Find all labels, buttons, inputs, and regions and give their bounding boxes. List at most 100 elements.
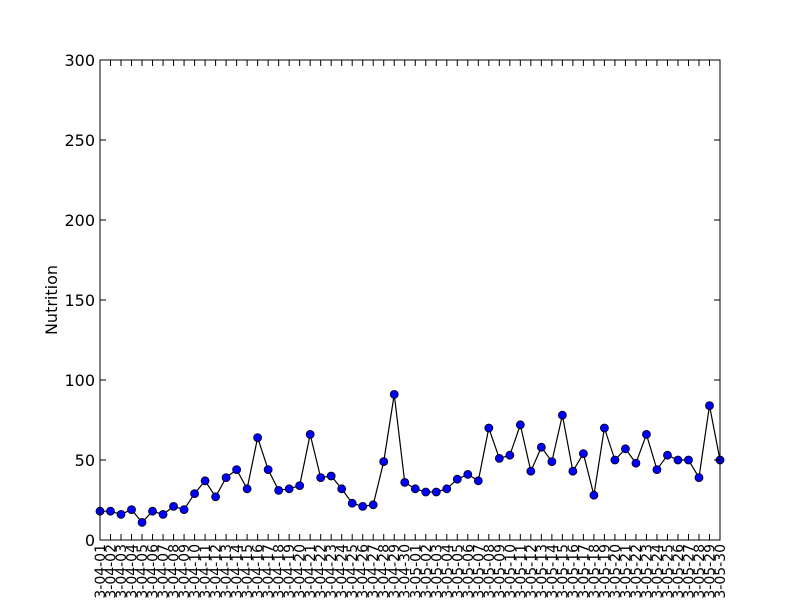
x-tick-label: 3-05-16 [566, 544, 582, 599]
x-tick-label: 3-04-26 [356, 544, 372, 599]
x-tick-label: 3-05-01 [408, 544, 424, 599]
data-point [242, 484, 252, 494]
y-axis-label: Nutrition [42, 265, 61, 335]
data-point [358, 501, 368, 511]
x-tick-label: 3-04-11 [198, 544, 214, 599]
data-point [631, 458, 641, 468]
data-point [379, 457, 389, 467]
x-tick-label: 3-05-24 [650, 544, 666, 599]
chart-marks [95, 389, 725, 527]
x-tick-label: 3-05-17 [576, 544, 592, 599]
data-point [589, 490, 599, 500]
x-tick-label: 3-05-20 [608, 544, 624, 599]
data-point [610, 455, 620, 465]
x-tick-label: 3-05-08 [482, 544, 498, 599]
x-tick-label: 3-05-22 [629, 544, 645, 599]
data-point [484, 423, 494, 433]
x-tick-label: 3-04-24 [335, 544, 351, 599]
x-tick-label: 3-05-04 [440, 544, 456, 599]
x-tick-label: 3-05-02 [419, 544, 435, 599]
x-tick-label: 3-04-02 [104, 544, 120, 599]
x-tick-label: 3-04-10 [188, 544, 204, 599]
x-tick-label: 3-04-22 [314, 544, 330, 599]
x-tick-label: 3-05-05 [450, 544, 466, 599]
data-point [179, 505, 189, 515]
x-tick-label: 3-05-10 [503, 544, 519, 599]
data-point [568, 466, 578, 476]
x-tick-label: 3-04-13 [219, 544, 235, 599]
data-point [557, 410, 567, 420]
x-tick-label: 3-05-03 [429, 544, 445, 599]
data-point [190, 489, 199, 499]
data-point [200, 476, 210, 486]
x-tick-label: 3-04-09 [177, 544, 193, 599]
data-point [347, 498, 357, 508]
x-tick-label: 3-04-05 [135, 544, 151, 599]
x-tick-label: 3-05-13 [534, 544, 550, 599]
data-point [515, 420, 525, 430]
x-tick-label: 3-05-14 [545, 544, 561, 599]
x-tick-label: 3-04-18 [272, 544, 288, 599]
x-tick-label: 3-04-01 [93, 544, 109, 599]
data-point [684, 455, 693, 465]
data-point [389, 389, 399, 399]
data-point [705, 401, 714, 411]
data-point [642, 429, 651, 439]
x-tick-label: 3-04-08 [167, 544, 183, 599]
data-point [127, 505, 136, 515]
data-point [663, 450, 672, 460]
x-tick-label: 3-05-30 [713, 544, 729, 599]
x-tick-label: 3-04-19 [282, 544, 298, 599]
data-point [158, 510, 168, 519]
data-point [505, 450, 515, 460]
data-point [431, 487, 441, 497]
x-tick-label: 3-05-21 [618, 544, 634, 599]
data-point [368, 500, 378, 510]
data-point [536, 442, 546, 452]
x-tick-label: 3-04-14 [230, 544, 246, 599]
x-tick-label: 3-05-25 [660, 544, 676, 599]
x-tick-label: 3-05-23 [639, 544, 655, 599]
data-point [274, 485, 284, 495]
data-point [400, 477, 410, 487]
data-point [253, 433, 263, 443]
data-point [600, 423, 609, 433]
x-tick-label: 3-04-21 [303, 544, 319, 599]
x-tick-label: 3-04-27 [366, 544, 382, 599]
x-tick-label: 3-05-18 [587, 544, 603, 599]
x-tick-label: 3-04-06 [146, 544, 162, 599]
x-tick-label: 3-04-20 [293, 544, 309, 599]
data-point [211, 492, 220, 502]
data-point [473, 476, 483, 486]
data-point [694, 473, 704, 483]
x-tick-label: 3-05-27 [681, 544, 697, 599]
data-point [421, 487, 431, 497]
data-point [494, 453, 504, 463]
data-point [326, 471, 336, 481]
x-tick-label: 3-04-16 [251, 544, 267, 599]
data-point [263, 465, 273, 475]
x-tick-label: 3-04-30 [398, 544, 414, 599]
data-point [578, 449, 588, 459]
data-point [116, 510, 126, 519]
x-tick-label: 3-05-28 [692, 544, 708, 599]
y-tick-label: 0 [85, 531, 95, 550]
x-tick-label: 3-05-19 [597, 544, 613, 599]
y-tick-label: 300 [64, 51, 95, 70]
x-tick-label: 3-04-03 [114, 544, 130, 599]
data-point [316, 473, 326, 483]
x-tick-label: 3-04-04 [125, 544, 141, 599]
x-tick-label: 3-04-25 [345, 544, 361, 599]
data-point [452, 474, 462, 484]
x-tick-label: 3-04-12 [209, 544, 225, 599]
y-tick-label: 100 [64, 371, 95, 390]
data-point [337, 484, 347, 494]
data-point [547, 457, 557, 467]
data-point [652, 465, 662, 475]
data-point [169, 501, 178, 511]
data-point [295, 481, 305, 491]
data-point [232, 465, 242, 475]
y-tick-label: 200 [64, 211, 95, 230]
data-point [137, 518, 147, 527]
x-tick-label: 3-05-12 [524, 544, 540, 599]
